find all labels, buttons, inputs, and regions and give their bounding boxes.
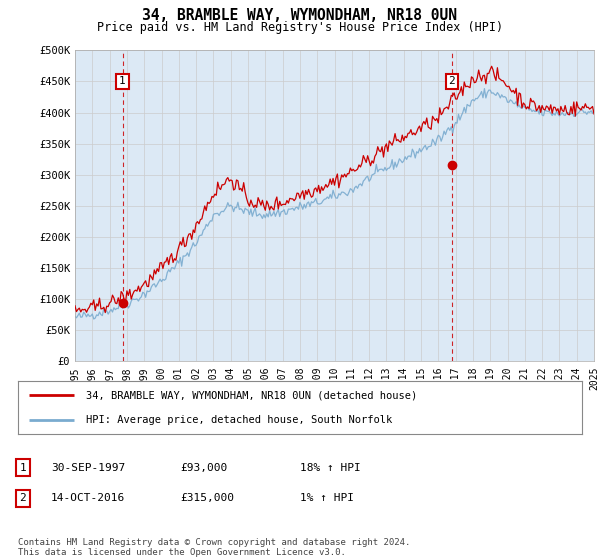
Text: 34, BRAMBLE WAY, WYMONDHAM, NR18 0UN (detached house): 34, BRAMBLE WAY, WYMONDHAM, NR18 0UN (de… xyxy=(86,390,417,400)
Text: 18% ↑ HPI: 18% ↑ HPI xyxy=(300,463,361,473)
Text: 2: 2 xyxy=(19,493,26,503)
Text: Price paid vs. HM Land Registry's House Price Index (HPI): Price paid vs. HM Land Registry's House … xyxy=(97,21,503,34)
Text: £315,000: £315,000 xyxy=(180,493,234,503)
Text: 34, BRAMBLE WAY, WYMONDHAM, NR18 0UN: 34, BRAMBLE WAY, WYMONDHAM, NR18 0UN xyxy=(143,8,458,24)
Text: 1% ↑ HPI: 1% ↑ HPI xyxy=(300,493,354,503)
Text: £93,000: £93,000 xyxy=(180,463,227,473)
Text: HPI: Average price, detached house, South Norfolk: HPI: Average price, detached house, Sout… xyxy=(86,414,392,424)
Text: 14-OCT-2016: 14-OCT-2016 xyxy=(51,493,125,503)
Text: 2: 2 xyxy=(449,77,455,86)
Text: 1: 1 xyxy=(119,77,126,86)
Text: 30-SEP-1997: 30-SEP-1997 xyxy=(51,463,125,473)
Text: 1: 1 xyxy=(19,463,26,473)
Text: Contains HM Land Registry data © Crown copyright and database right 2024.
This d: Contains HM Land Registry data © Crown c… xyxy=(18,538,410,557)
